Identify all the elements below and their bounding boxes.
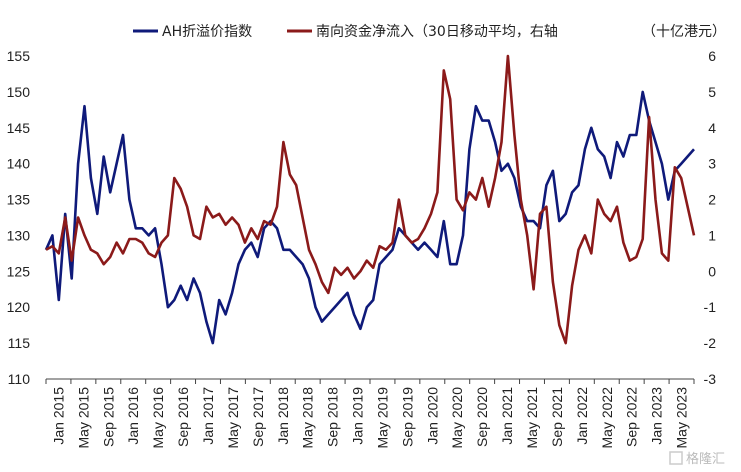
left-axis-tick-label: 130 [7, 227, 31, 243]
right-axis-unit-label: （十亿港元） [642, 24, 726, 40]
x-axis-tick-label: Sep 2019 [399, 387, 415, 447]
right-axis-tick-label: 2 [708, 192, 716, 208]
x-axis-tick-label: Sep 2016 [175, 387, 191, 447]
x-axis-tick-label: Jan 2023 [649, 387, 665, 445]
x-axis-tick-label: Sep 2021 [549, 387, 565, 447]
left-axis-tick-label: 150 [7, 84, 31, 100]
left-axis-tick-label: 120 [7, 299, 31, 315]
x-axis-tick-label: Jan 2022 [574, 387, 590, 445]
left-axis-tick-label: 135 [7, 192, 31, 208]
left-axis-tick-label: 140 [7, 156, 31, 172]
x-axis-tick-label: Sep 2018 [325, 387, 341, 447]
x-axis: Jan 2015 May 2015 Sep 2015 Jan 2016 May 2016… [45, 378, 695, 449]
left-axis-tick-label: 145 [7, 120, 31, 136]
x-axis-tick-label: Jan 2019 [350, 387, 366, 445]
legend-label-ah-index: AH折溢价指数 [162, 24, 252, 40]
left-axis-tick-label: 110 [8, 371, 31, 387]
x-axis-tick-label: May 2022 [599, 387, 615, 449]
right-axis-tick-label: 4 [708, 120, 716, 136]
x-axis-tick-label: Jan 2020 [424, 387, 440, 445]
x-axis-tick-label: Jan 2017 [200, 387, 216, 445]
right-axis-tick-label: 6 [708, 48, 716, 64]
x-axis-tick-label: May 2023 [674, 387, 690, 449]
x-axis-tick-label: Jan 2016 [125, 387, 141, 445]
right-y-axis: -3 -2 -1 0 1 2 3 4 5 6 [704, 48, 717, 387]
legend-label-southbound: 南向资金净流入（30日移动平均，右轴 [316, 24, 558, 40]
x-axis-tick-label: May 2018 [300, 387, 316, 449]
left-axis-tick-label: 125 [7, 263, 31, 279]
right-axis-tick-label: 3 [708, 156, 716, 172]
watermark-text: 格隆汇 [686, 451, 725, 467]
left-y-axis: 110 115 120 125 130 135 140 145 150 155 [7, 48, 31, 387]
x-axis-tick-label: May 2019 [374, 387, 390, 449]
watermark: 格隆汇 [669, 451, 725, 467]
x-axis-tick-label: May 2015 [75, 387, 91, 449]
right-axis-tick-label: 1 [708, 227, 716, 243]
x-axis-tick-label: Sep 2017 [250, 387, 266, 447]
right-axis-tick-label: 5 [708, 84, 716, 100]
x-axis-tick-label: Sep 2022 [624, 387, 640, 447]
series-line-ah-index [44, 90, 695, 345]
x-axis-tick-label: Sep 2015 [100, 387, 116, 447]
x-axis-tick-label: Sep 2020 [474, 387, 490, 447]
left-axis-tick-label: 115 [8, 335, 31, 351]
x-axis-tick-label: May 2020 [449, 387, 465, 449]
x-axis-tick-label: Jan 2018 [275, 387, 291, 445]
watermark-logo-icon [669, 451, 683, 465]
series-line-southbound-flow [45, 54, 696, 345]
x-axis-tick-label: May 2021 [524, 387, 540, 449]
x-axis-tick-label: May 2017 [225, 387, 241, 449]
legend: AH折溢价指数 南向资金净流入（30日移动平均，右轴 [133, 24, 558, 40]
x-axis-tick-label: Jan 2021 [499, 387, 515, 445]
right-axis-tick-label: -2 [704, 335, 717, 351]
right-axis-tick-label: -1 [704, 299, 717, 315]
x-axis-tick-label: Jan 2015 [50, 387, 66, 445]
left-axis-tick-label: 155 [7, 48, 31, 64]
right-axis-tick-label: -3 [704, 371, 717, 387]
x-axis-tick-label: May 2016 [150, 387, 166, 449]
right-axis-tick-label: 0 [708, 263, 716, 279]
series-layer [44, 54, 696, 345]
